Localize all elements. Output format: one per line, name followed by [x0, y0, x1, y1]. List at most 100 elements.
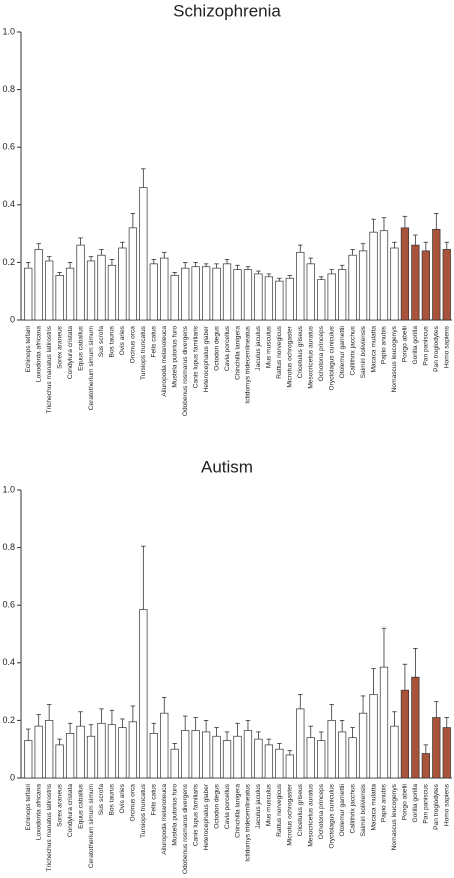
x-tick-label: Tursiops truncatus	[140, 783, 147, 838]
x-tick-label: Gorilla gorilla	[412, 326, 419, 365]
bar	[432, 228, 441, 321]
x-tick-label: Callithrix jacchus	[349, 325, 356, 375]
bar	[160, 712, 169, 779]
x-tick-label: Pan troglodytes	[433, 325, 440, 372]
bar	[222, 740, 232, 779]
bar	[369, 694, 378, 779]
x-tick-label: Heterocephalus glaber	[203, 325, 210, 392]
bar	[55, 275, 64, 321]
x-tick-label: Ailuropoda melanoleuca	[161, 326, 168, 397]
y-tick-label: 0.4	[2, 657, 15, 667]
bar	[181, 267, 190, 321]
x-tick-label: Chinchilla lanigera	[234, 784, 241, 838]
bar	[201, 266, 211, 321]
bar	[149, 733, 158, 779]
x-tick-label: Ovis aries	[119, 325, 126, 355]
bar	[390, 725, 399, 779]
x-tick-label: Rattus norvegicus	[276, 783, 283, 836]
bar	[285, 277, 294, 321]
bar	[149, 263, 158, 321]
bar	[212, 735, 221, 779]
x-tick-label: Cricetulus griseus	[297, 325, 304, 378]
x-tick-label: Orcinus orca	[130, 326, 137, 364]
bar	[222, 263, 232, 321]
x-tick-label: Ictidomys tridecemlineatus	[245, 783, 252, 861]
x-tick-label: Bos taurus	[109, 783, 116, 815]
y-tick-label: 0	[10, 772, 15, 782]
x-tick-label: Sus scrofa	[98, 784, 105, 815]
bar	[191, 730, 200, 779]
bar	[348, 254, 357, 321]
x-tick-label: Sorex araneus	[56, 783, 63, 827]
bar	[170, 748, 179, 779]
bar	[118, 247, 127, 321]
bar	[212, 267, 221, 321]
bar	[45, 720, 54, 779]
bar	[233, 735, 242, 779]
bar	[128, 227, 137, 321]
y-tick-label: 1.0	[2, 484, 15, 494]
bar	[107, 264, 117, 321]
bar	[76, 244, 85, 321]
x-tick-label: Trichechus manatus latirostris	[46, 783, 53, 871]
bar	[55, 744, 64, 779]
bar	[65, 267, 75, 321]
x-tick-label: Pan troglodytes	[433, 783, 440, 830]
x-tick-label: Pan paniscus	[423, 783, 430, 823]
x-tick-label: Heterocephalus glaber	[203, 783, 210, 850]
x-tick-label: Sorex araneus	[56, 325, 63, 369]
bar	[243, 269, 253, 321]
bar	[306, 737, 315, 779]
bar	[65, 733, 75, 779]
x-tick-label: Ovis aries	[119, 783, 126, 813]
x-tick-label: Pan paniscus	[423, 325, 430, 365]
x-tick-label: Saimiri boliviensis	[360, 325, 367, 378]
y-tick-label: 0.2	[2, 257, 15, 267]
bar	[338, 269, 347, 321]
bar	[118, 727, 127, 779]
bar	[170, 275, 179, 321]
bar	[296, 708, 305, 779]
bar	[338, 731, 347, 779]
x-tick-label: Loxodonta africana	[35, 326, 42, 382]
x-tick-label: Cricetulus griseus	[297, 783, 304, 836]
bar	[317, 740, 326, 779]
y-tick-label: 0	[10, 314, 15, 324]
x-tick-label: Ailuropoda melanoleuca	[161, 784, 168, 855]
x-tick-label: Pongo abelii	[402, 783, 409, 820]
y-tick-label: 0.6	[2, 600, 15, 610]
bar	[45, 260, 54, 321]
x-tick-label: Mus musculus	[266, 783, 273, 826]
x-tick-label: Mesocricetus auratus	[307, 325, 314, 388]
bar	[86, 260, 96, 321]
bar	[421, 753, 430, 779]
x-tick-label: Papio anubis	[381, 325, 388, 364]
bar	[107, 724, 117, 779]
bar	[369, 231, 378, 321]
x-tick-label: Trichechus manatus latirostris	[46, 325, 53, 413]
x-tick-label: Pongo abelii	[402, 325, 409, 362]
x-tick-label: Felis catus	[151, 783, 158, 815]
bar	[442, 249, 451, 321]
y-tick-label: 0.8	[2, 542, 15, 552]
x-tick-label: Echinops telfairi	[25, 783, 32, 830]
x-tick-label: Canis lupus familiaris	[192, 325, 199, 388]
bar	[400, 227, 410, 321]
bar	[243, 730, 253, 779]
x-tick-label: Mesocricetus auratus	[307, 783, 314, 846]
bar	[254, 273, 263, 321]
x-tick-label: Ochotona princeps	[318, 325, 325, 381]
bar	[379, 230, 389, 321]
bar	[128, 721, 137, 779]
x-tick-label: Cavia porcellus	[224, 325, 231, 371]
x-tick-label: Saimiri boliviensis	[360, 783, 367, 836]
x-tick-label: Chinchilla lanigera	[234, 326, 241, 380]
chart-title: Autism	[201, 457, 253, 476]
x-tick-label: Ictidomys tridecemlineatus	[245, 325, 252, 403]
bar	[296, 251, 305, 321]
bar	[139, 609, 148, 779]
bar	[160, 257, 169, 321]
bar	[358, 250, 368, 321]
x-tick-label: Otolemur garnettii	[339, 783, 346, 836]
